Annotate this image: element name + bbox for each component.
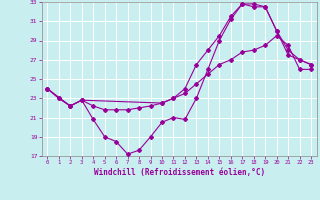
X-axis label: Windchill (Refroidissement éolien,°C): Windchill (Refroidissement éolien,°C) — [94, 168, 265, 177]
